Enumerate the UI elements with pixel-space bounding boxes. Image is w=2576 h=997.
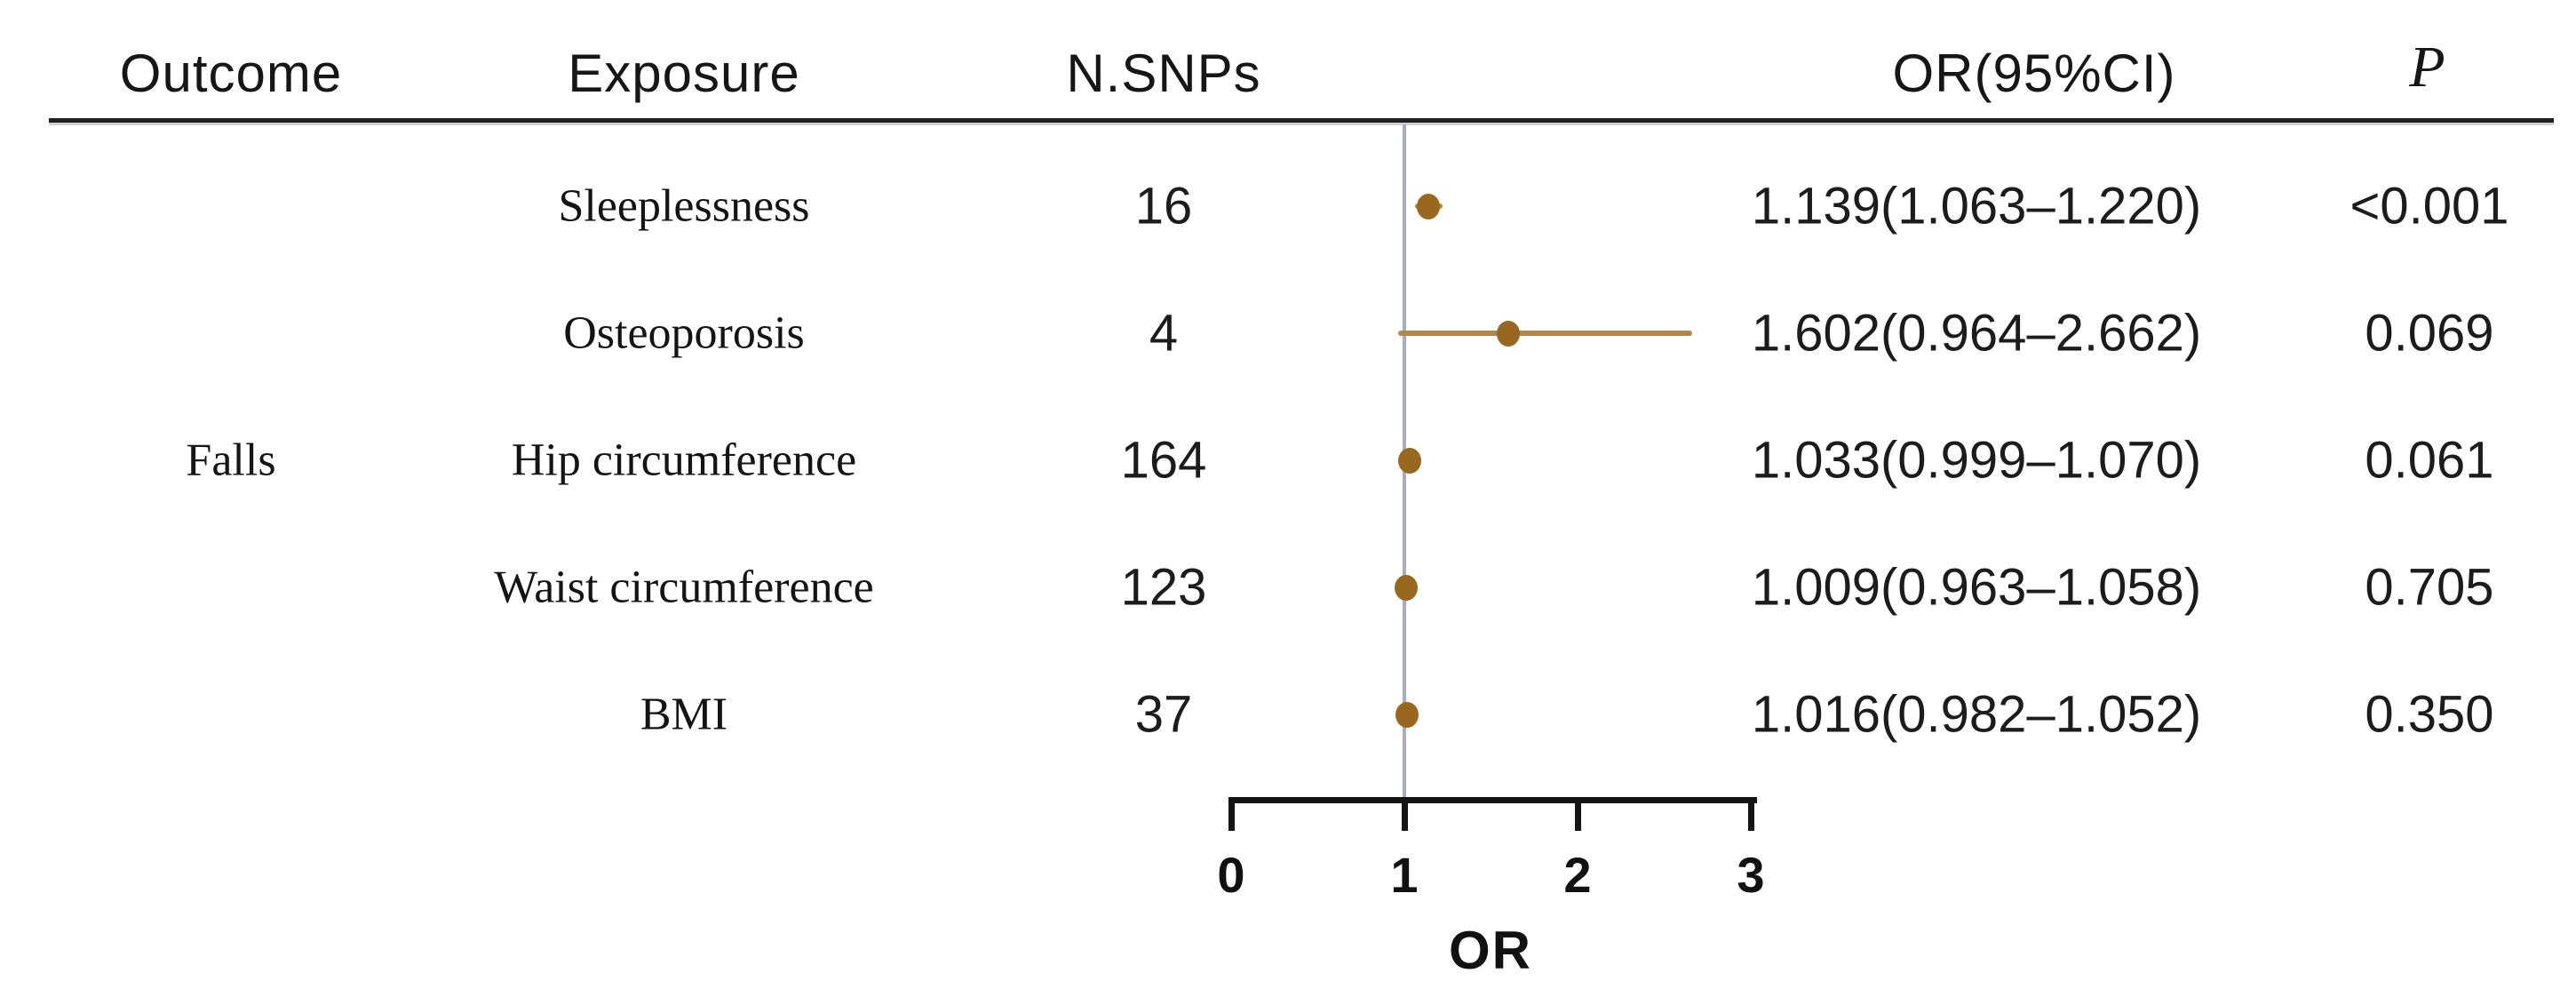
column-header-outcome: Outcome: [119, 44, 343, 103]
x-axis-line: [1231, 797, 1757, 803]
or-ci-value: 1.009(0.963–1.058): [1751, 558, 2202, 617]
column-header-or-ci: OR(95%CI): [1892, 44, 2176, 103]
nsnps-value: 4: [1149, 304, 1179, 363]
nsnps-value: 164: [1120, 431, 1207, 490]
nsnps-value: 123: [1120, 558, 1207, 617]
p-value: 0.061: [2365, 431, 2494, 490]
or-point: [1394, 574, 1418, 601]
exposure-label: BMI: [640, 689, 728, 740]
or-point: [1398, 447, 1422, 474]
or-point: [1417, 193, 1441, 219]
column-header-nsnps: N.SNPs: [1066, 44, 1261, 103]
nsnps-value: 16: [1134, 177, 1193, 235]
x-axis-tick: [1574, 797, 1581, 831]
x-axis-tick-label: 3: [1737, 847, 1765, 903]
outcome-group-label: Falls: [186, 435, 276, 486]
or-ci-value: 1.139(1.063–1.220): [1751, 177, 2202, 235]
x-axis-title: OR: [1449, 921, 1532, 980]
exposure-label: Hip circumference: [511, 435, 857, 486]
x-axis-tick: [1747, 797, 1754, 831]
x-axis-tick-label: 0: [1217, 847, 1245, 903]
ci-line: [1397, 331, 1693, 336]
column-header-p: P: [2409, 35, 2446, 100]
or-ci-value: 1.602(0.964–2.662): [1751, 304, 2202, 363]
p-value: 0.350: [2365, 685, 2494, 744]
exposure-label: Osteoporosis: [563, 307, 805, 359]
p-value: 0.069: [2365, 304, 2494, 363]
nsnps-value: 37: [1134, 685, 1193, 744]
p-value: 0.705: [2365, 558, 2494, 617]
x-axis-tick-label: 2: [1563, 847, 1592, 903]
or-point: [1497, 320, 1521, 347]
x-axis-tick-label: 1: [1390, 847, 1419, 903]
or-point: [1395, 701, 1419, 728]
or-ci-value: 1.016(0.982–1.052): [1751, 685, 2202, 744]
or-ci-value: 1.033(0.999–1.070): [1751, 431, 2202, 490]
header-divider-line: [49, 118, 2554, 123]
exposure-label: Sleeplessness: [558, 180, 810, 232]
x-axis-tick: [1401, 797, 1408, 831]
exposure-label: Waist circumference: [494, 562, 874, 613]
x-axis-tick: [1228, 797, 1235, 831]
column-header-exposure: Exposure: [568, 44, 800, 103]
p-value: <0.001: [2349, 177, 2509, 235]
